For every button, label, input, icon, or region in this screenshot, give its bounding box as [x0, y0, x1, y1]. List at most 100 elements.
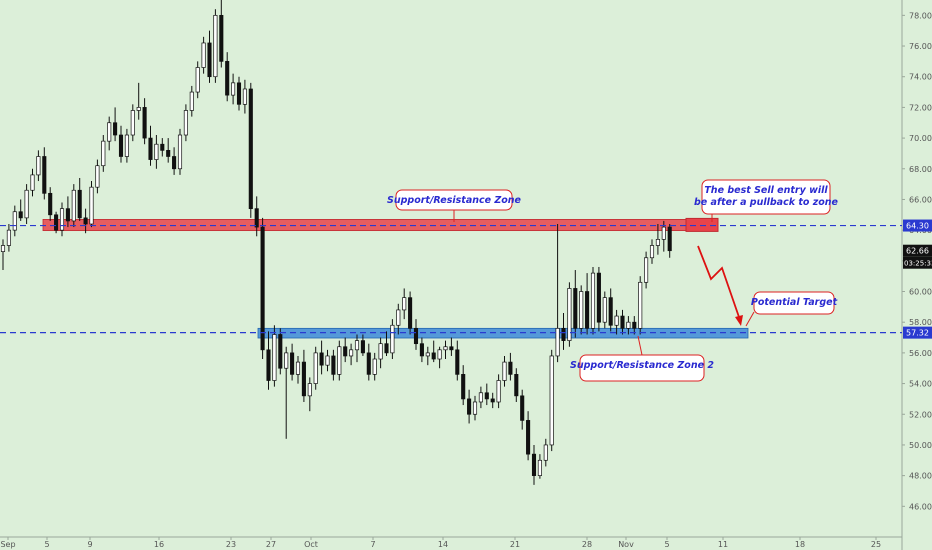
- candle: [54, 211, 59, 234]
- candle: [502, 355, 507, 387]
- candle: [118, 125, 124, 163]
- candle: [77, 177, 82, 221]
- candle: [254, 196, 259, 237]
- x-tick-label: 25: [871, 540, 881, 549]
- candle: [378, 337, 383, 369]
- x-tick-label: 28: [582, 540, 592, 549]
- annotation-target-text: Potential Target: [751, 297, 838, 308]
- candle: [402, 288, 407, 320]
- svg-text:57.32: 57.32: [906, 329, 929, 338]
- y-tick-label: 56.00: [909, 349, 932, 358]
- candle: [213, 9, 218, 83]
- candle: [325, 349, 330, 372]
- candle: [71, 184, 76, 228]
- candle: [89, 181, 94, 228]
- x-tick-label: 16: [154, 540, 164, 549]
- annotation-target: Potential Target: [745, 291, 838, 327]
- annotation-sr-zone-2-text: Support/Resistance Zone 2: [570, 360, 714, 371]
- candle: [319, 340, 324, 375]
- x-tick-label: 5: [664, 540, 669, 549]
- x-tick-label: 9: [87, 540, 92, 549]
- candle: [484, 383, 489, 406]
- candle: [478, 386, 483, 409]
- candle: [443, 340, 448, 360]
- y-tick-label: 50.00: [909, 441, 932, 450]
- candle: [455, 340, 460, 381]
- candle: [649, 239, 655, 264]
- candle: [142, 98, 147, 145]
- candle: [626, 316, 631, 335]
- candle: [585, 273, 590, 335]
- y-tick-label: 78.00: [909, 11, 932, 20]
- y-tick-label: 66.00: [909, 195, 932, 204]
- candle: [295, 355, 301, 384]
- candle: [337, 340, 342, 381]
- y-tick-label: 60.00: [909, 288, 932, 297]
- annotation-sell-entry-text: be after a pullback to zone: [694, 197, 839, 208]
- candle: [107, 116, 112, 151]
- candle: [248, 82, 253, 218]
- candle: [225, 52, 230, 102]
- candle: [620, 309, 625, 335]
- candle: [136, 82, 141, 120]
- candle: [36, 150, 41, 182]
- candle: [573, 270, 578, 338]
- candle: [555, 224, 560, 363]
- candle: [354, 334, 360, 363]
- candle: [331, 349, 336, 381]
- y-tick-label: 74.00: [909, 73, 932, 82]
- candle: [236, 76, 242, 111]
- x-tick-label: Sep: [0, 540, 15, 549]
- candle: [425, 346, 430, 366]
- candle: [514, 368, 519, 402]
- y-tick-label: 46.00: [909, 502, 932, 511]
- candle: [160, 138, 165, 157]
- annotation-sr-zone-1-text: Support/Resistance Zone: [387, 195, 522, 206]
- candle: [18, 199, 23, 221]
- candle: [644, 251, 649, 289]
- sell-entry-box: [685, 217, 719, 232]
- candle: [242, 79, 247, 114]
- y-tick-label: 48.00: [909, 472, 932, 481]
- candle: [496, 374, 501, 409]
- candle: [537, 454, 542, 479]
- y-tick-label: 58.00: [909, 318, 932, 327]
- candle: [124, 128, 129, 163]
- candle: [419, 337, 424, 363]
- y-tick-label: 76.00: [909, 42, 932, 51]
- candle: [42, 147, 47, 200]
- candle: [219, 0, 224, 68]
- candle: [101, 135, 106, 172]
- candle: [384, 331, 389, 356]
- svg-text:03:25:33: 03:25:33: [904, 260, 932, 268]
- candle: [667, 224, 672, 258]
- candle: [408, 291, 413, 335]
- upper-level-price-tag: 64.30: [903, 219, 932, 232]
- candle: [396, 303, 401, 335]
- candle: [602, 291, 607, 329]
- annotation-sr-zone-1: Support/Resistance Zone: [387, 189, 522, 222]
- lower-level-price-tag: 57.32: [903, 326, 932, 339]
- candle: [148, 125, 153, 166]
- candle: [272, 325, 277, 387]
- candle: [520, 389, 525, 430]
- candle: [231, 73, 236, 105]
- candle: [531, 444, 537, 485]
- candle: [95, 159, 100, 194]
- candle: [189, 85, 194, 117]
- candle: [278, 328, 283, 375]
- candle: [290, 343, 295, 381]
- candle: [490, 392, 495, 409]
- candle: [83, 208, 88, 234]
- candle: [567, 282, 572, 347]
- candle: [113, 107, 118, 142]
- x-tick-label: 18: [795, 540, 805, 549]
- candle: [0, 239, 6, 271]
- candle: [154, 135, 159, 169]
- current-price-tag: 62.66: [903, 244, 932, 257]
- candle: [166, 138, 171, 163]
- candle: [6, 224, 11, 252]
- x-tick-label: 23: [226, 540, 236, 549]
- candle: [183, 104, 188, 142]
